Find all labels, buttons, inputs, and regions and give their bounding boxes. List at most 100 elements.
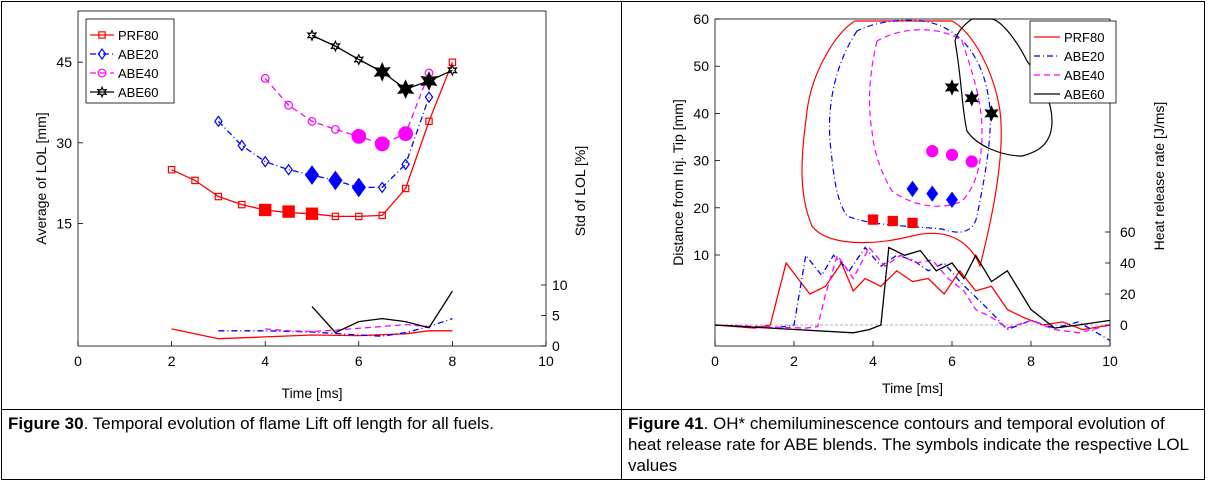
x-tick-label: 10	[1102, 353, 1118, 369]
figure-30-label: Figure 30	[8, 414, 84, 433]
plot-area	[77, 10, 547, 347]
data-point-abe40	[260, 73, 270, 83]
data-point-abe60	[447, 64, 458, 77]
hrr-line-abe60	[714, 246, 1111, 334]
legend-label-abe40: ABE40	[118, 66, 158, 81]
y-tick-label: 60	[693, 11, 709, 27]
lol-marker-abe20	[906, 180, 919, 198]
lol-marker-abe20	[926, 185, 939, 202]
y-right-tick-label: 0	[552, 338, 560, 354]
data-point-abe40	[307, 116, 317, 126]
contour-abe60	[954, 18, 1053, 157]
figure-41-caption: Figure 41. OH* chemiluminescence contour…	[622, 410, 1204, 479]
data-point-prf80	[401, 184, 410, 193]
chart-oh-contours: 0 2 4 6 8 10 10 20 30 40 50 60 0 20 40 60 Time [ms] Dista…	[670, 11, 1167, 396]
lol-marker-prf80	[305, 207, 319, 220]
y-right-tick-label: 5	[552, 308, 560, 324]
data-point-prf80	[214, 192, 223, 201]
mean-line-abe40	[264, 72, 430, 145]
lol-marker-abe60	[420, 71, 438, 91]
lol-marker-abe20	[328, 170, 343, 191]
legend-label-prf80: PRF80	[118, 28, 158, 43]
legend-label-abe60: ABE60	[118, 85, 158, 100]
y-tick-label: 30	[693, 153, 709, 169]
data-point-abe60	[306, 29, 318, 42]
x-tick-label: 10	[538, 353, 554, 369]
x-tick-label: 6	[355, 353, 363, 369]
contour-abe40	[868, 29, 983, 207]
lol-marker-abe20	[946, 191, 958, 208]
figure-41-text: . OH* chemiluminescence contours and tem…	[628, 414, 1189, 475]
data-point-abe40	[330, 124, 340, 134]
y-right-tick-label: 0	[1120, 317, 1128, 333]
y-right-axis-label: Std of LOL [%]	[572, 146, 588, 237]
std-line-abe40	[265, 323, 430, 333]
lol-marker-abe40	[351, 128, 367, 144]
y-tick-label: 40	[693, 105, 709, 121]
x-tick-label: 8	[1027, 353, 1035, 369]
legend-marker-abe20	[97, 48, 107, 60]
data-point-prf80	[167, 165, 176, 174]
data-point-prf80	[191, 176, 199, 185]
lol-marker-abe40	[926, 145, 939, 158]
legend-label-abe20: ABE20	[1064, 49, 1104, 64]
lol-marker-abe60	[964, 90, 979, 107]
data-point-abe20	[401, 158, 410, 171]
y-right-tick-label: 10	[552, 277, 568, 293]
mean-line-abe20	[217, 96, 430, 189]
lol-marker-prf80	[907, 217, 918, 229]
y-tick-label: 10	[693, 247, 709, 263]
data-point-abe20	[237, 139, 247, 152]
data-point-abe20	[424, 91, 434, 104]
y-axis-label: Average of LOL [mm]	[33, 112, 49, 244]
contour-prf80	[801, 20, 1002, 268]
legend-label-abe20: ABE20	[118, 47, 158, 62]
y-right-tick-label: 20	[1120, 286, 1136, 302]
column-divider	[621, 1, 622, 480]
y-tick-label: 50	[693, 58, 709, 74]
std-line-prf80	[171, 328, 453, 340]
hrr-line-abe40	[714, 246, 1111, 334]
lol-marker-prf80	[282, 205, 295, 218]
std-line-abe60	[311, 290, 453, 334]
x-tick-label: 6	[948, 353, 956, 369]
std-line-abe20	[218, 317, 453, 337]
x-axis-label: Time [ms]	[282, 385, 343, 401]
legend-marker-abe60	[96, 85, 108, 99]
data-point-abe40	[284, 100, 294, 110]
y-tick-label: 45	[56, 54, 72, 70]
figure-30-caption: Figure 30. Temporal evolution of flame L…	[2, 410, 621, 479]
lol-marker-abe40	[398, 126, 414, 142]
legend-label-abe60: ABE60	[1064, 87, 1104, 102]
data-point-abe60	[353, 53, 365, 66]
legend-label-abe40: ABE40	[1064, 68, 1104, 83]
row-divider	[1, 409, 1205, 410]
contour-abe20	[828, 19, 991, 233]
x-tick-label: 0	[711, 353, 719, 369]
lol-marker-abe60	[944, 79, 960, 96]
data-point-prf80	[238, 200, 246, 209]
y-right-tick-label: 40	[1120, 255, 1136, 271]
hrr-line-abe20	[714, 246, 1111, 342]
data-point-prf80	[425, 117, 433, 126]
data-point-abe60	[330, 39, 341, 53]
hrr-line-prf80	[714, 261, 1111, 331]
x-tick-label: 8	[449, 353, 457, 369]
data-point-abe20	[214, 115, 223, 128]
figure-30-text: . Temporal evolution of flame Lift off l…	[83, 414, 495, 433]
y-tick-label: 15	[56, 215, 72, 231]
lol-marker-abe60	[396, 79, 415, 99]
y-right-tick-label: 60	[1120, 224, 1136, 240]
legend-label-prf80: PRF80	[1064, 30, 1104, 45]
lol-marker-prf80	[887, 215, 898, 227]
legend	[1029, 20, 1117, 104]
figure-41-label: Figure 41	[628, 414, 704, 433]
data-point-prf80	[378, 211, 386, 220]
lol-marker-abe40	[374, 136, 390, 152]
data-point-abe20	[260, 155, 270, 168]
lol-marker-abe60	[373, 62, 391, 82]
x-axis-label: Time [ms]	[882, 380, 943, 396]
x-tick-label: 4	[869, 353, 877, 369]
x-tick-label: 0	[74, 353, 82, 369]
